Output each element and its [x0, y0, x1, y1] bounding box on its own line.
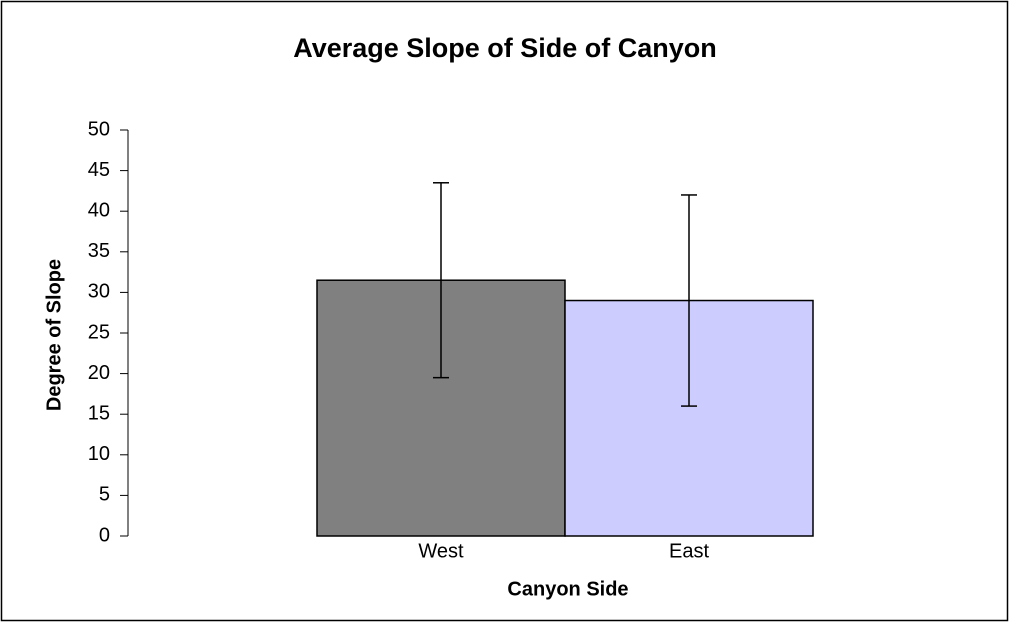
y-tick-label: 40	[88, 199, 110, 221]
y-tick-label: 50	[88, 118, 110, 140]
y-tick-label: 35	[88, 240, 110, 262]
y-tick-label: 10	[88, 443, 110, 465]
y-tick-label: 45	[88, 159, 110, 181]
chart-title: Average Slope of Side of Canyon	[293, 33, 717, 63]
y-axis-label: Degree of Slope	[43, 259, 65, 411]
y-tick-label: 25	[88, 321, 110, 343]
y-tick-label: 20	[88, 362, 110, 384]
y-tick-label: 5	[99, 484, 110, 506]
x-axis-label: Canyon Side	[507, 578, 628, 600]
error-bar	[433, 182, 449, 379]
error-bar	[681, 194, 697, 407]
x-tick-label: East	[669, 540, 709, 562]
y-tick-label: 0	[99, 524, 110, 546]
y-tick-label: 15	[88, 402, 110, 424]
y-tick-label: 30	[88, 281, 110, 303]
x-tick-label: West	[418, 540, 464, 562]
